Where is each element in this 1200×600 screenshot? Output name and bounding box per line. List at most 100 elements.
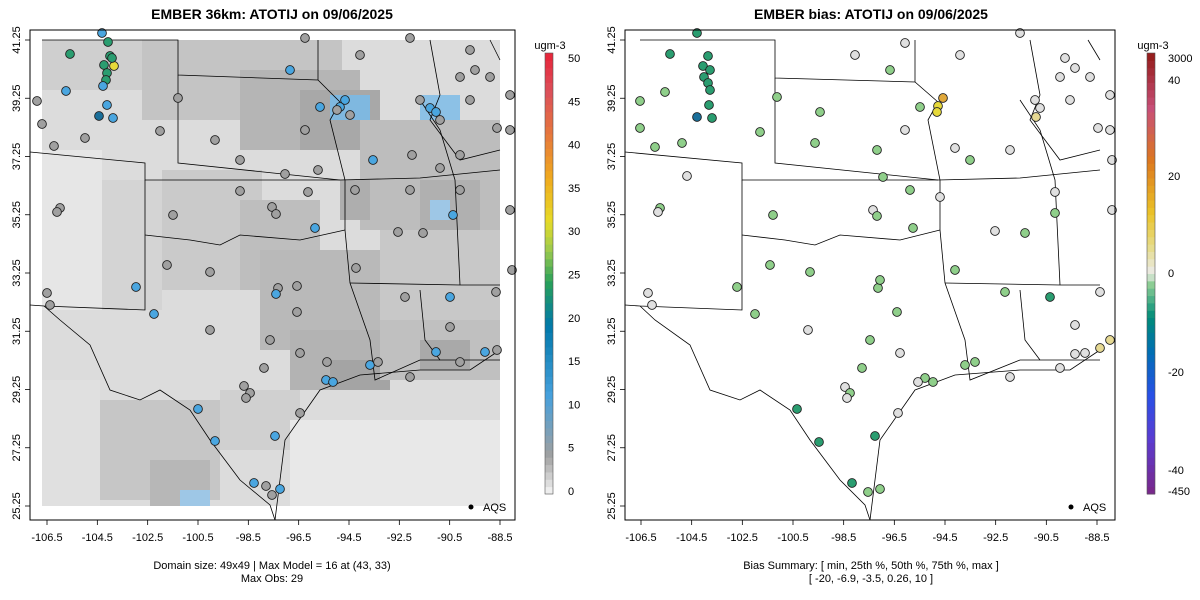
colorbar-swatch — [1147, 60, 1155, 69]
left-colorbar-labels: 0 5 10 15 20 25 30 35 40 45 50 — [568, 53, 580, 498]
aqs-site-marker — [815, 107, 825, 117]
aqs-site-marker — [732, 282, 742, 292]
latitude-tick-label: 37.25 — [11, 143, 23, 171]
aqs-site-marker — [435, 115, 445, 125]
aqs-site-marker — [1035, 103, 1045, 113]
colorbar-swatch — [545, 486, 553, 495]
longitude-tick-label: -102.5 — [132, 532, 163, 544]
aqs-site-marker — [280, 169, 290, 179]
aqs-site-marker — [970, 357, 980, 367]
colorbar-swatch — [545, 222, 553, 230]
colorbar-swatch — [545, 354, 553, 363]
colorbar-swatch — [545, 200, 553, 208]
colorbar-swatch — [1147, 229, 1155, 238]
colorbar-swatch — [1147, 53, 1155, 61]
colorbar-swatch — [1147, 361, 1155, 370]
aqs-site-marker — [960, 360, 970, 370]
colorbar-swatch — [545, 280, 553, 289]
colorbar-swatch — [1147, 369, 1155, 377]
colorbar-swatch — [1147, 464, 1155, 473]
colorbar-swatch — [545, 449, 553, 458]
colorbar-swatch — [1147, 104, 1155, 113]
colorbar-swatch — [1147, 119, 1155, 127]
aqs-site-marker — [755, 127, 765, 137]
colorbar-swatch — [1147, 89, 1155, 98]
right-longitude-axis: -106.5 -104.5 -102.5 -100.5 -98.5 -96.5 -94.5 -… — [625, 520, 1110, 544]
left-observation-points — [32, 28, 517, 500]
aqs-site-marker — [173, 93, 183, 103]
aqs-site-marker — [205, 267, 215, 277]
aqs-site-marker — [650, 142, 660, 152]
aqs-site-marker — [259, 363, 269, 373]
colorbar-label: -20 — [1168, 367, 1184, 379]
colorbar-swatch — [1147, 185, 1155, 194]
aqs-site-marker — [351, 263, 361, 273]
aqs-site-marker — [768, 210, 778, 220]
right-bias-values-caption: [ -20, -6.9, -3.5, 0.26, 10 ] — [809, 573, 933, 585]
latitude-tick-label: 31.25 — [606, 317, 618, 345]
left-panel-title: EMBER 36km: ATOTIJ on 09/06/2025 — [151, 6, 393, 22]
aqs-site-marker — [492, 123, 502, 133]
aqs-site-marker — [772, 92, 782, 102]
aqs-site-marker — [950, 265, 960, 275]
aqs-site-marker — [900, 125, 910, 135]
colorbar-swatch — [545, 479, 553, 488]
aqs-site-marker — [950, 143, 960, 153]
aqs-site-marker — [393, 227, 403, 237]
aqs-site-marker — [373, 357, 383, 367]
aqs-site-marker — [300, 125, 310, 135]
colorbar-swatch — [1147, 75, 1155, 83]
colorbar-swatch — [545, 236, 553, 245]
longitude-tick-label: -104.5 — [676, 532, 707, 544]
aqs-site-marker — [102, 100, 112, 110]
colorbar-swatch — [545, 442, 553, 451]
left-aqs-legend-marker — [468, 504, 474, 510]
left-map-panel: EMBER 36km: ATOTIJ on 09/06/2025 — [11, 6, 517, 585]
aqs-site-marker — [61, 86, 71, 96]
colorbar-swatch — [545, 251, 553, 260]
colorbar-swatch — [545, 288, 553, 297]
colorbar-swatch — [1147, 457, 1155, 466]
colorbar-swatch — [545, 192, 553, 201]
aqs-site-marker — [103, 37, 113, 47]
aqs-site-marker — [455, 150, 465, 160]
colorbar-swatch — [1147, 413, 1155, 421]
aqs-site-marker — [80, 133, 90, 143]
colorbar-swatch — [1147, 310, 1155, 319]
aqs-site-marker — [1020, 228, 1030, 238]
aqs-site-marker — [313, 165, 323, 175]
aqs-site-marker — [310, 223, 320, 233]
aqs-site-marker — [647, 300, 657, 310]
right-bias-summary-caption: Bias Summary: [ min, 25th %, 50th %, 75t… — [743, 560, 999, 572]
colorbar-swatch — [1147, 177, 1155, 186]
longitude-tick-label: -90.5 — [1034, 532, 1059, 544]
aqs-site-marker — [131, 282, 141, 292]
aqs-site-marker — [660, 87, 670, 97]
aqs-site-marker — [241, 393, 251, 403]
colorbar-swatch — [545, 435, 553, 444]
aqs-site-marker — [407, 150, 417, 160]
aqs-site-marker — [1093, 123, 1103, 133]
aqs-site-marker — [1105, 125, 1115, 135]
longitude-tick-label: -88.5 — [487, 532, 512, 544]
aqs-site-marker — [1085, 72, 1095, 82]
colorbar-swatch — [1147, 141, 1155, 150]
aqs-site-marker — [1095, 343, 1105, 353]
aqs-site-marker — [239, 381, 249, 391]
aqs-site-marker — [885, 65, 895, 75]
colorbar-swatch — [545, 464, 553, 473]
colorbar-swatch — [1147, 332, 1155, 341]
aqs-site-marker — [750, 309, 760, 319]
right-colorbar-swatches — [1147, 53, 1155, 495]
colorbar-swatch — [1147, 376, 1155, 385]
colorbar-swatch — [1147, 273, 1155, 282]
colorbar-swatch — [1147, 214, 1155, 223]
colorbar-label: 3000 — [1168, 53, 1192, 65]
colorbar-label: 0 — [1168, 268, 1174, 280]
longitude-tick-label: -106.5 — [31, 532, 62, 544]
aqs-site-marker — [1070, 63, 1080, 73]
latitude-tick-label: 37.25 — [606, 143, 618, 171]
colorbar-swatch — [1147, 251, 1155, 260]
aqs-site-marker — [431, 347, 441, 357]
